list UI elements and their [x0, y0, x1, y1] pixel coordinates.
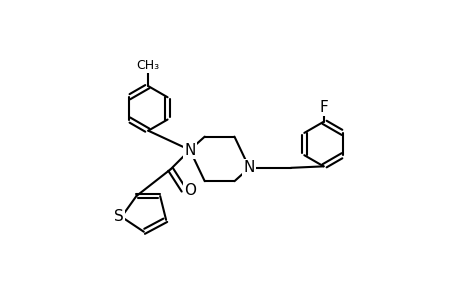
- Text: O: O: [184, 183, 196, 198]
- Text: F: F: [319, 100, 327, 115]
- Text: S: S: [114, 209, 124, 224]
- Text: N: N: [184, 142, 195, 158]
- Text: N: N: [243, 160, 254, 175]
- Text: CH₃: CH₃: [136, 59, 159, 72]
